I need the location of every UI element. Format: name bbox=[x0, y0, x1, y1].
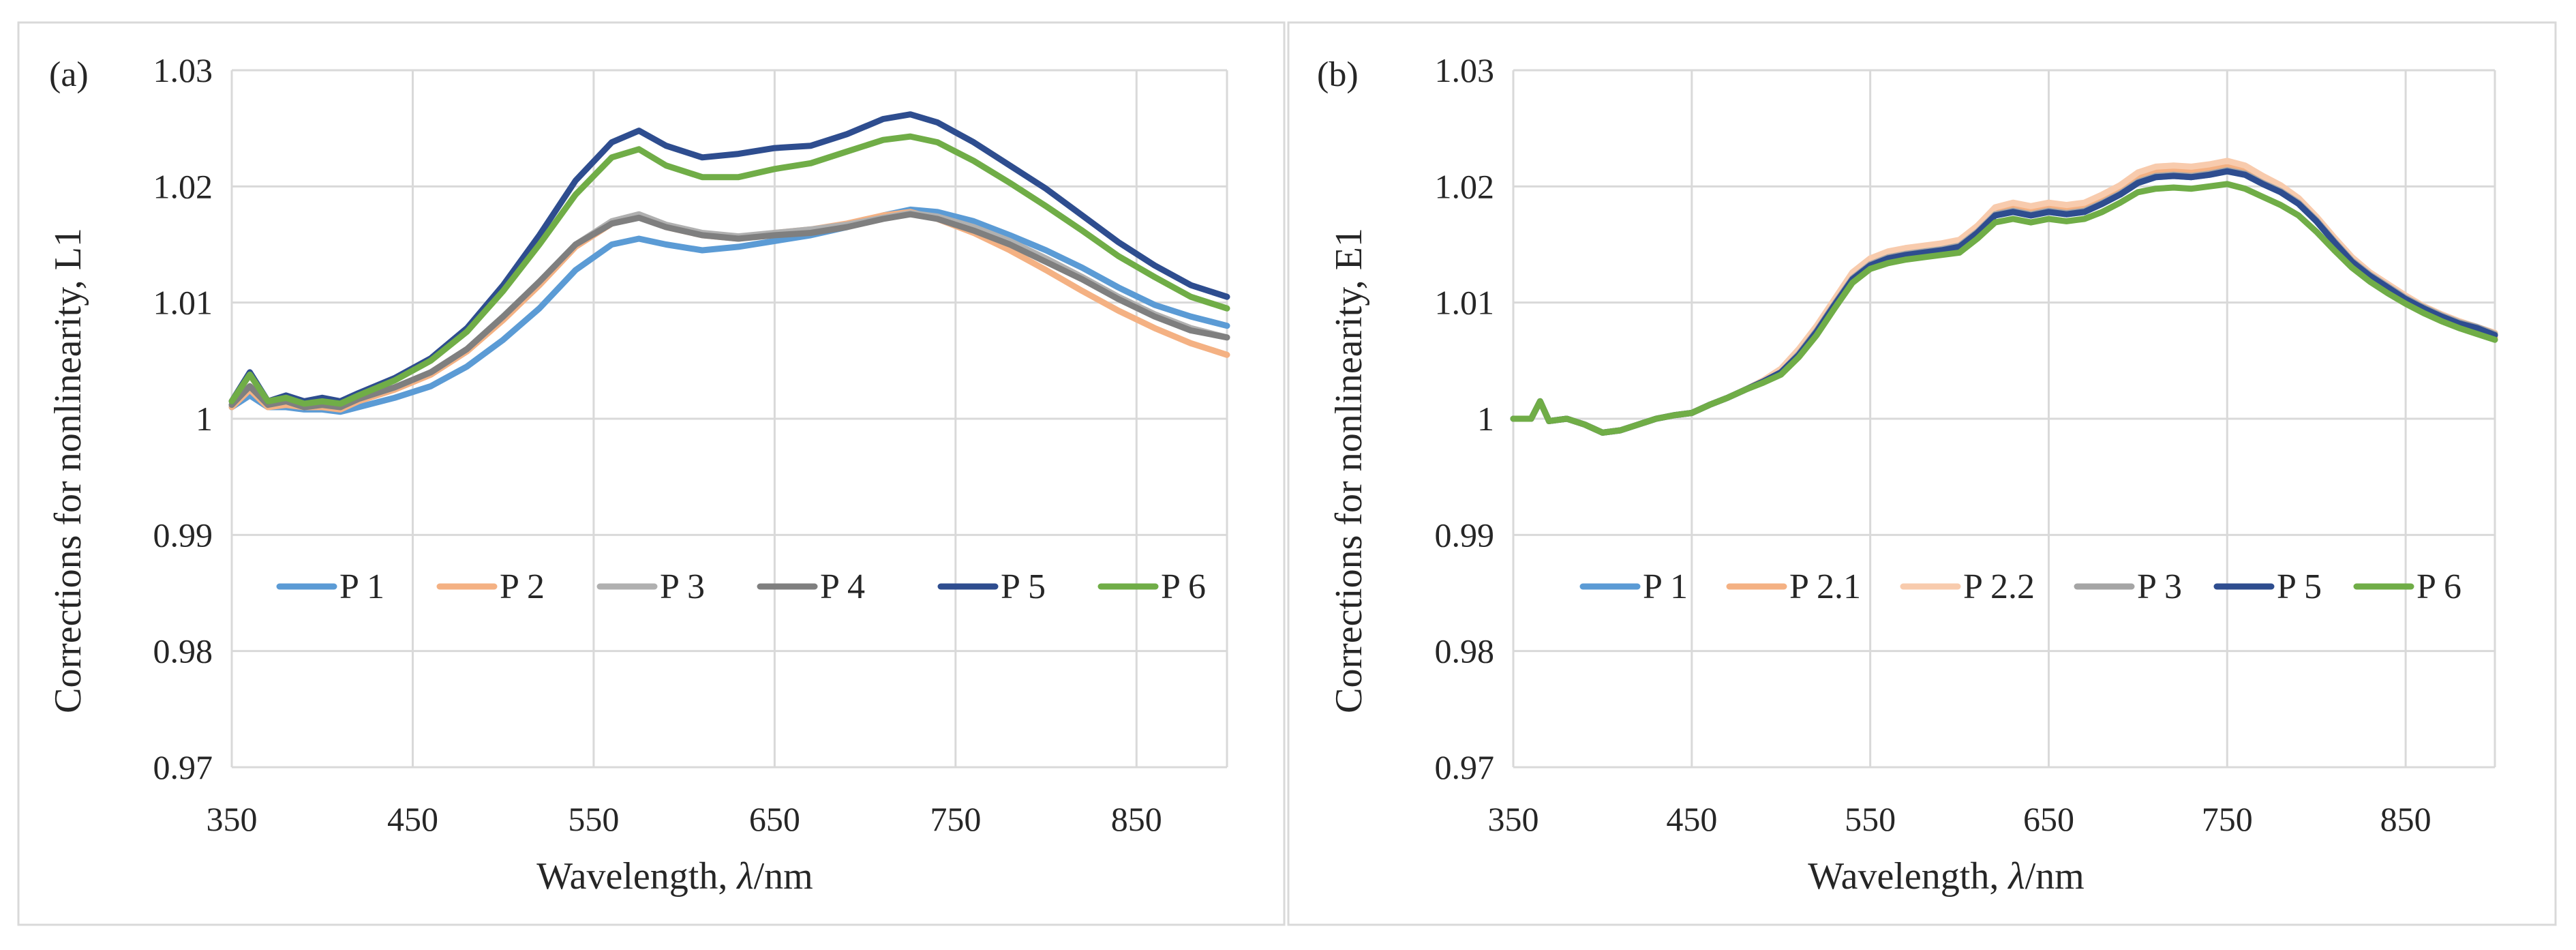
panel-b-legend: P 1 P 2.1 P 2.2 P 3 P 5 P 6 bbox=[1579, 567, 2461, 606]
legend-label: P 3 bbox=[2137, 567, 2182, 606]
legend-label: P 1 bbox=[339, 567, 384, 606]
legend-item-p2: P 2 bbox=[436, 567, 545, 606]
legend-label: P 5 bbox=[1001, 567, 1046, 606]
series-line-p5 bbox=[228, 111, 1230, 404]
panel-a-x-tick-label: 750 bbox=[930, 800, 981, 838]
panel-a-y-tick-label: 0.99 bbox=[153, 516, 213, 554]
legend-item-p3: P 3 bbox=[596, 567, 705, 606]
x-axis-label-prefix: Wavelength, bbox=[536, 855, 737, 897]
panel-a-label: (a) bbox=[49, 55, 89, 94]
legend-item-p4: P 4 bbox=[757, 567, 865, 606]
legend-label: P 5 bbox=[2277, 567, 2322, 606]
panel-b-x-tick-label: 850 bbox=[2380, 800, 2431, 838]
panel-a-x-tick-label: 550 bbox=[568, 800, 619, 838]
panel-b-y-tick-label: 0.97 bbox=[1435, 748, 1495, 786]
legend-item-p6: P 6 bbox=[1097, 567, 1206, 606]
series-line-p4 bbox=[228, 211, 1230, 411]
panel-a-x-tick-label: 850 bbox=[1111, 800, 1162, 838]
panel-a-y-tick-label: 1 bbox=[196, 400, 213, 438]
panel-b-y-gridlines bbox=[1513, 69, 2495, 769]
panel-a-series bbox=[228, 111, 1230, 415]
legend-label: P 1 bbox=[1643, 567, 1688, 606]
legend-item-p6: P 6 bbox=[2353, 567, 2461, 606]
panel-b-y-axis-label: Corrections for nonlinearity, E1 bbox=[1328, 228, 1370, 713]
panel-a-y-tick-label: 0.98 bbox=[153, 632, 213, 670]
legend-item-p2.2: P 2.2 bbox=[1900, 567, 2035, 606]
x-axis-label-suffix: /nm bbox=[2025, 855, 2085, 897]
panel-b-x-tick-label: 350 bbox=[1488, 800, 1539, 838]
x-axis-label-symbol: λ bbox=[736, 855, 753, 897]
panel-a-y-tick-label: 0.97 bbox=[153, 748, 213, 786]
legend-item-p5: P 5 bbox=[2213, 567, 2322, 606]
panel-a-x-tick-label: 650 bbox=[749, 800, 800, 838]
panel-b-y-tick-label: 1 bbox=[1477, 400, 1494, 438]
panel-a-frame bbox=[17, 21, 1286, 926]
panel-b-y-tick-label: 0.98 bbox=[1435, 632, 1495, 670]
panel-b-x-axis-label: Wavelength, λ/nm bbox=[1808, 855, 2084, 897]
panel-a: 0.97 0.98 0.99 1 1.01 1.02 1.03 350 450 550 650 75… bbox=[17, 21, 1286, 926]
series-line-p6 bbox=[1510, 181, 2498, 436]
panel-b-y-tick-labels: 0.97 0.98 0.99 1 1.01 1.02 1.03 bbox=[1435, 51, 1495, 786]
panel-b-y-tick-label: 1.03 bbox=[1435, 51, 1495, 89]
panel-b: 0.97 0.98 0.99 1 1.01 1.02 1.03 350 450 550 650 75… bbox=[1287, 21, 2557, 926]
legend-item-p5: P 5 bbox=[937, 567, 1046, 606]
legend-label: P 2.2 bbox=[1963, 567, 2035, 606]
legend-label: P 2 bbox=[500, 567, 545, 606]
series-line-p6 bbox=[228, 133, 1230, 407]
panel-b-x-tick-label: 550 bbox=[1845, 800, 1896, 838]
panel-b-label: (b) bbox=[1317, 55, 1359, 94]
panel-b-x-tick-label: 450 bbox=[1666, 800, 1717, 838]
panel-a-legend: P 1 P 2 P 3 P 4 P 5 P 6 bbox=[276, 567, 1206, 606]
panel-b-y-tick-label: 1.01 bbox=[1435, 284, 1495, 322]
panel-b-series bbox=[1510, 158, 2498, 436]
panel-a-x-tick-label: 450 bbox=[387, 800, 438, 838]
legend-item-p2.1: P 2.1 bbox=[1726, 567, 1861, 606]
panel-b-frame bbox=[1287, 21, 2557, 926]
panel-a-y-tick-label: 1.02 bbox=[153, 167, 213, 205]
panel-b-x-tick-labels: 350 450 550 650 750 850 bbox=[1488, 800, 2431, 838]
panel-a-y-tick-label: 1.03 bbox=[153, 51, 213, 89]
legend-label: P 3 bbox=[660, 567, 705, 606]
legend-item-p1: P 1 bbox=[1579, 567, 1688, 606]
legend-label: P 6 bbox=[1161, 567, 1206, 606]
panel-a-x-tick-label: 350 bbox=[207, 800, 258, 838]
panel-a-y-tick-label: 1.01 bbox=[153, 284, 213, 322]
legend-item-p1: P 1 bbox=[276, 567, 384, 606]
x-axis-label-prefix: Wavelength, bbox=[1808, 855, 2008, 897]
legend-label: P 6 bbox=[2416, 567, 2461, 606]
panel-a-x-axis-label: Wavelength, λ/nm bbox=[536, 855, 813, 897]
panel-b-x-tick-label: 650 bbox=[2023, 800, 2074, 838]
legend-label: P 2.1 bbox=[1789, 567, 1861, 606]
panel-a-y-gridlines bbox=[232, 69, 1227, 769]
panel-b-y-tick-label: 0.99 bbox=[1435, 516, 1495, 554]
panel-b-y-tick-label: 1.02 bbox=[1435, 167, 1495, 205]
x-axis-label-symbol: λ bbox=[2007, 855, 2025, 897]
x-axis-label-suffix: /nm bbox=[754, 855, 813, 897]
panel-b-x-tick-label: 750 bbox=[2202, 800, 2253, 838]
panel-a-x-tick-labels: 350 450 550 650 750 850 bbox=[207, 800, 1162, 838]
panel-a-y-tick-labels: 0.97 0.98 0.99 1 1.01 1.02 1.03 bbox=[153, 51, 213, 786]
panel-a-y-axis-label: Corrections for nonlinearity, L1 bbox=[47, 228, 89, 713]
legend-item-p3: P 3 bbox=[2074, 567, 2182, 606]
legend-label: P 4 bbox=[820, 567, 865, 606]
